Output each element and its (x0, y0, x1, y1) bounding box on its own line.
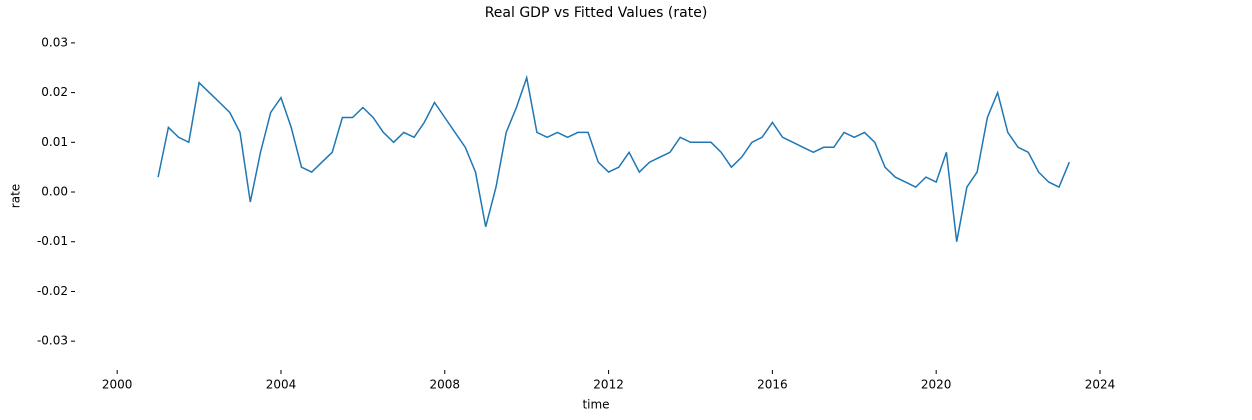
y-tick-label: -0.02 (37, 284, 68, 298)
x-tick-label: 2012 (593, 378, 624, 392)
x-tick-label: 2000 (102, 378, 133, 392)
y-tick-label: -0.01 (37, 234, 68, 248)
x-tick-label: 2016 (757, 378, 788, 392)
y-tick-label: -0.03 (37, 334, 68, 348)
y-tick-label: 0.00 (41, 185, 68, 199)
series-line (157, 74, 1070, 242)
chart-title: Real GDP vs Fitted Values (rate) (485, 5, 708, 21)
x-tick-label: 2008 (430, 378, 461, 392)
x-axis-label: time (582, 398, 609, 412)
y-tick-label: 0.02 (41, 85, 68, 99)
x-tick-label: 2020 (921, 378, 952, 392)
y-tick-label: 0.01 (41, 135, 68, 149)
x-tick-label: 2004 (266, 378, 297, 392)
y-tick-label: 0.03 (41, 35, 68, 49)
x-tick-label: 2024 (1085, 378, 1116, 392)
y-axis-label: rate (9, 184, 23, 208)
